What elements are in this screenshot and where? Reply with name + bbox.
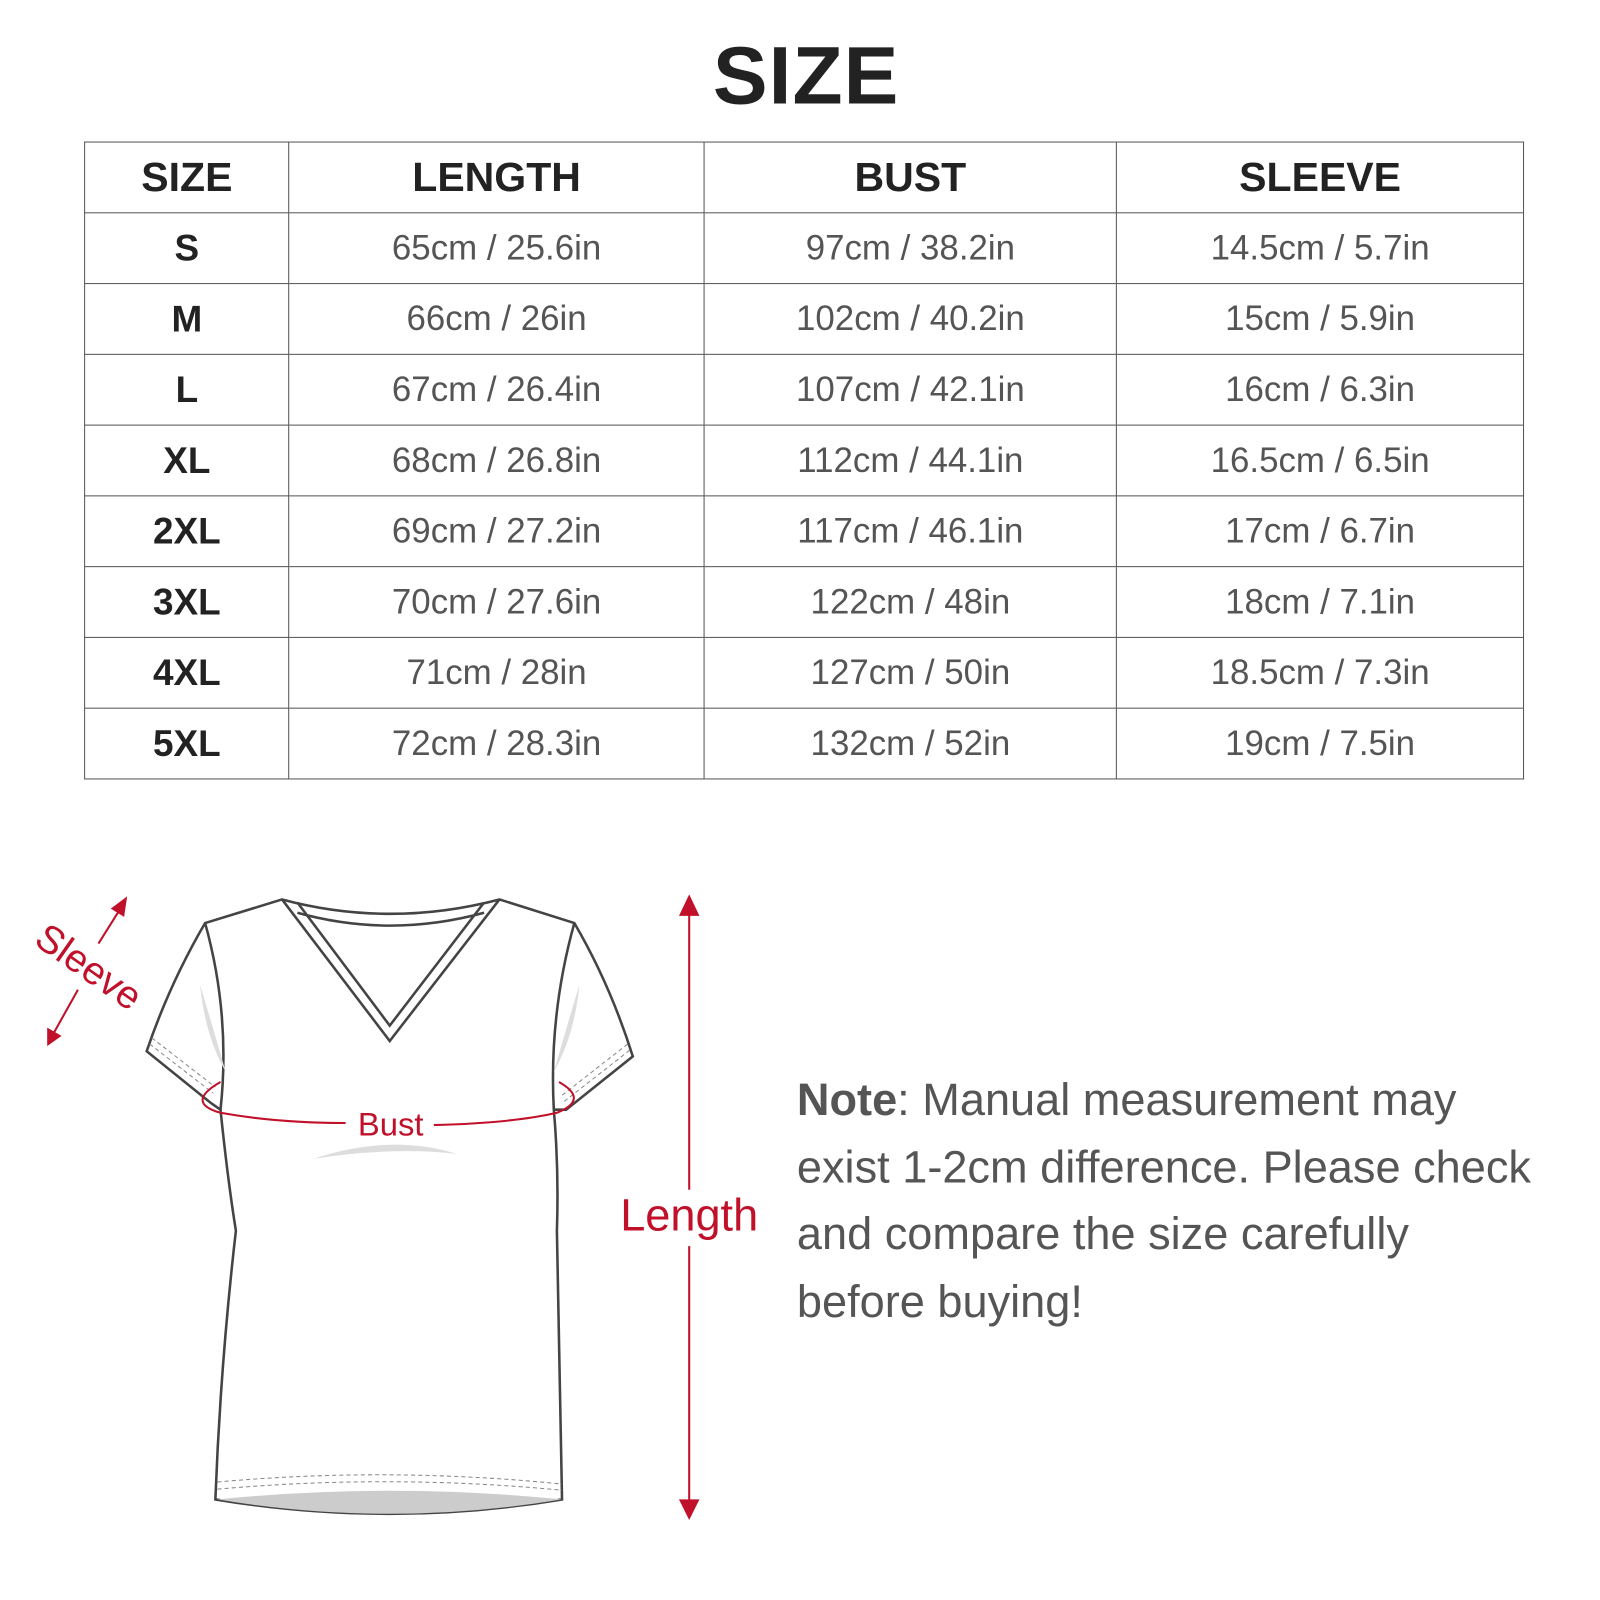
measurement-cell: 122cm / 48in	[703, 566, 1118, 638]
note: Note: Manual measurement may exist 1-2cm…	[797, 1067, 1535, 1336]
measurement-cell: 65cm / 25.6in	[288, 212, 705, 285]
length-arrow	[678, 894, 700, 1520]
measurement-cell: 67cm / 26.4in	[288, 353, 705, 426]
table-row: S 65cm / 25.6in 97cm / 38.2in 14.5cm / 5.7i…	[84, 212, 1525, 285]
bust-measure-line	[201, 1081, 575, 1127]
column-header: BUST	[703, 141, 1118, 214]
measurement-cell: 102cm / 40.2in	[703, 283, 1118, 355]
size-cell: 3XL	[84, 566, 290, 638]
measurement-cell: 112cm / 44.1in	[703, 424, 1118, 497]
fold-shadows	[199, 984, 580, 1159]
measurement-cell: 18.5cm / 7.3in	[1116, 636, 1525, 709]
column-header: SLEEVE	[1116, 141, 1525, 214]
measurement-cell: 66cm / 26in	[288, 283, 705, 355]
measurement-cell: 70cm / 27.6in	[288, 566, 705, 638]
measurement-cell: 17cm / 6.7in	[1116, 495, 1525, 568]
measurement-cell: 97cm / 38.2in	[703, 212, 1118, 285]
measurement-cell: 68cm / 26.8in	[288, 424, 705, 497]
measurement-cell: 15cm / 5.9in	[1116, 283, 1525, 355]
measurement-cell: 132cm / 52in	[703, 707, 1118, 780]
size-cell: 4XL	[84, 636, 290, 709]
measurement-cell: 107cm / 42.1in	[703, 353, 1118, 426]
table-row: 3XL 70cm / 27.6in 122cm / 48in 18cm / 7.1in	[84, 566, 1525, 638]
size-cell: S	[84, 212, 290, 285]
length-label: Length	[620, 1190, 758, 1241]
table-row: 5XL 72cm / 28.3in 132cm / 52in 19cm / 7.5in	[84, 707, 1525, 780]
size-cell: 5XL	[84, 707, 290, 780]
note-label: Note	[796, 1074, 898, 1126]
measurement-cell: 72cm / 28.3in	[288, 707, 705, 780]
measurement-cell: 16.5cm / 6.5in	[1116, 424, 1525, 497]
hem-shadow	[217, 1490, 563, 1514]
table-row: 4XL 71cm / 28in 127cm / 50in 18.5cm / 7.3in	[84, 636, 1525, 709]
size-table: SIZE LENGTH BUST SLEEVE S 65cm / 25.6in 97cm …	[84, 141, 1525, 780]
column-header: SIZE	[84, 141, 290, 214]
sleeve-label: Sleeve	[27, 916, 149, 1020]
table-row: L 67cm / 26.4in 107cm / 42.1in 16cm / 6.3in	[84, 353, 1525, 426]
measurement-cell: 19cm / 7.5in	[1116, 707, 1525, 780]
shirt-outline	[145, 898, 635, 1516]
size-cell: XL	[84, 424, 290, 497]
measurement-cell: 127cm / 50in	[703, 636, 1118, 709]
table-row: M 66cm / 26in 102cm / 40.2in 15cm / 5.9in	[84, 283, 1525, 355]
measurement-cell: 117cm / 46.1in	[703, 495, 1118, 568]
measurement-cell: 18cm / 7.1in	[1116, 566, 1525, 638]
measurement-cell: 69cm / 27.2in	[288, 495, 705, 568]
size-cell: 2XL	[84, 495, 290, 568]
bust-label: Bust	[358, 1105, 424, 1142]
size-cell: M	[84, 283, 290, 355]
measurement-cell: 14.5cm / 5.7in	[1116, 212, 1525, 285]
table-row: 2XL 69cm / 27.2in 117cm / 46.1in 17cm / 6.7…	[84, 495, 1525, 568]
measurement-cell: 16cm / 6.3in	[1116, 353, 1525, 426]
sleeve-arrow	[47, 896, 128, 1047]
note-text: : Manual measurement may exist 1-2cm dif…	[796, 1074, 1531, 1327]
page-title: SIZE	[712, 29, 900, 122]
table-row: XL 68cm / 26.8in 112cm / 44.1in 16.5cm / 6.…	[84, 424, 1525, 497]
stitching	[149, 1037, 631, 1491]
